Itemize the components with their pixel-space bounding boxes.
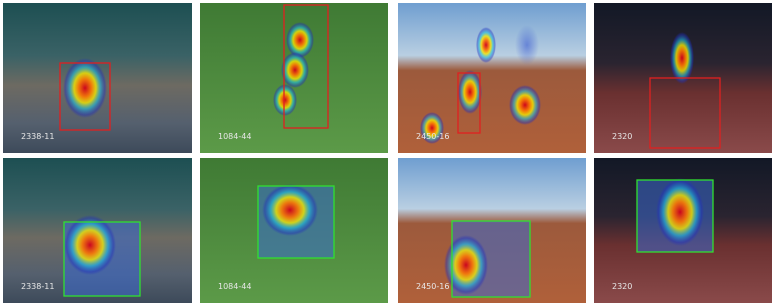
frame-label: 2338-11 <box>21 282 54 291</box>
heatmap-blob <box>286 22 314 58</box>
frame-label: 1084-44 <box>218 132 251 141</box>
image-panel: 1084-44 <box>200 3 388 153</box>
image-panel: 2338-11 <box>3 3 192 153</box>
image-panel: 2450-16 <box>398 158 586 303</box>
heatmap-blob <box>64 215 116 275</box>
heatmap-blob <box>509 85 541 125</box>
image-panel: 1084-44 <box>200 158 388 303</box>
heatmap-blob <box>670 32 694 84</box>
page: {"rows": [ {"panels": [{"label": "2338-1… <box>0 0 774 307</box>
frame-label: 2450-16 <box>416 282 449 291</box>
heatmap-blob <box>515 25 539 65</box>
frame-label: 2338-11 <box>21 132 54 141</box>
frame-label: 1084-44 <box>218 282 251 291</box>
frame-label: 2320 <box>612 132 632 141</box>
heatmap-blob <box>63 58 107 118</box>
heatmap-blob <box>262 184 318 236</box>
heatmap-blob <box>656 178 704 246</box>
figure: 2338-11 1084-44 2450-16 2320 2338-11 1084-44 2… <box>0 0 774 307</box>
heatmap-blob <box>458 70 482 114</box>
heatmap-blob <box>273 84 297 116</box>
frame-label: 2450-16 <box>416 132 449 141</box>
image-panel: 2450-16 <box>398 3 586 153</box>
heatmap-blob <box>444 235 488 295</box>
image-panel: 2338-11 <box>3 158 192 303</box>
heatmap-blob <box>476 27 496 63</box>
frame-label: 2320 <box>612 282 632 291</box>
image-panel: 2320 <box>594 3 772 153</box>
image-panel: 2320 <box>594 158 772 303</box>
heatmap-blob <box>281 52 309 88</box>
